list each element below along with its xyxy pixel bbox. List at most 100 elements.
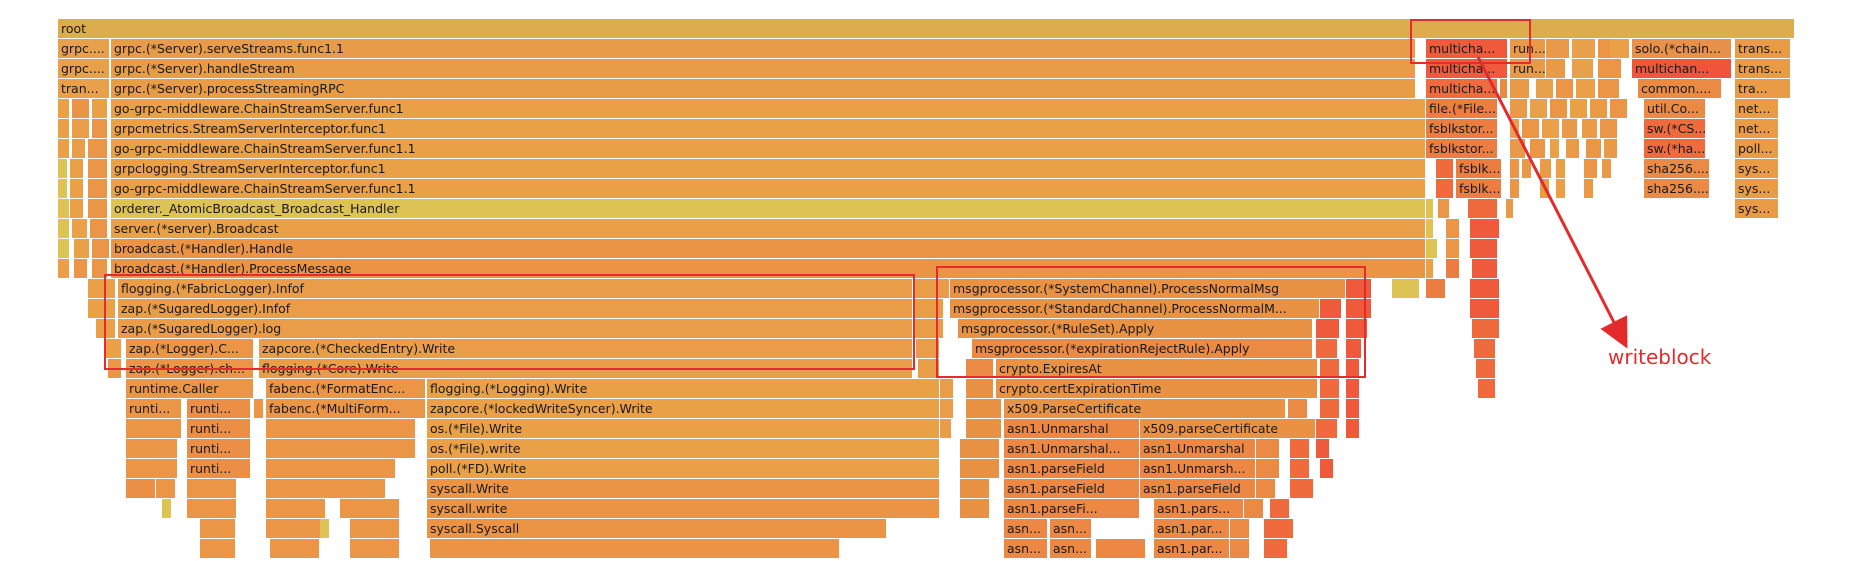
flame-frame-sliver[interactable] (92, 99, 108, 118)
flame-frame[interactable]: runti... (126, 399, 182, 418)
flame-frame-sliver[interactable] (1230, 519, 1250, 538)
flame-frame[interactable]: msgprocessor.(*RuleSet).Apply (958, 319, 1313, 338)
flame-frame-sliver[interactable] (92, 259, 108, 278)
flame-frame[interactable]: go-grpc-middleware.ChainStreamServer.fun… (111, 99, 1426, 118)
flame-frame[interactable]: grpc.... (58, 39, 110, 58)
flame-frame-sliver[interactable] (70, 159, 84, 178)
flame-frame[interactable]: sw.(*ha... (1644, 139, 1706, 158)
flame-frame[interactable]: runti... (187, 399, 251, 418)
flame-frame[interactable]: orderer._AtomicBroadcast_Broadcast_Handl… (111, 199, 1426, 218)
flame-frame[interactable]: asn1.parseField (1004, 479, 1140, 498)
flame-frame-sliver[interactable] (90, 219, 108, 238)
flame-frame[interactable]: grpc.(*Server).processStreamingRPC (111, 79, 1416, 98)
flame-frame-sliver[interactable] (1590, 99, 1608, 118)
flame-frame-sliver[interactable] (1256, 439, 1280, 458)
flame-frame[interactable]: syscall.Syscall (427, 519, 887, 538)
flame-frame[interactable]: file.(*File... (1426, 99, 1498, 118)
flame-frame-sliver[interactable] (58, 159, 68, 178)
flame-frame[interactable]: runtime.Caller (126, 379, 254, 398)
flame-frame-sliver[interactable] (940, 379, 954, 398)
flame-frame-sliver[interactable] (200, 519, 236, 538)
flame-frame[interactable]: runti... (187, 459, 251, 478)
flame-frame[interactable]: flogging.(*FabricLogger).Infof (118, 279, 913, 298)
flame-frame-sliver[interactable] (58, 239, 70, 258)
flame-frame[interactable]: sys... (1735, 179, 1779, 198)
flame-frame-sliver[interactable] (1572, 39, 1596, 58)
flame-frame-sliver[interactable] (1610, 39, 1630, 58)
flame-frame-sliver[interactable] (58, 259, 70, 278)
flame-frame-sliver[interactable] (1602, 159, 1612, 178)
flame-frame-sliver[interactable] (1540, 159, 1552, 178)
flame-frame-sliver[interactable] (162, 499, 172, 518)
flame-frame[interactable]: asn... (1004, 519, 1048, 538)
flame-frame-sliver[interactable] (266, 519, 322, 538)
flame-frame[interactable]: asn... (1050, 519, 1092, 538)
flame-frame-sliver[interactable] (104, 339, 122, 358)
flame-frame[interactable]: asn1.Unmarsh... (1140, 459, 1256, 478)
flame-frame[interactable]: runti... (187, 439, 251, 458)
flame-frame-sliver[interactable] (1542, 119, 1560, 138)
flame-frame-sliver[interactable] (960, 499, 990, 518)
flame-frame-sliver[interactable] (1426, 219, 1434, 238)
flame-frame-sliver[interactable] (58, 199, 70, 218)
flame-frame-sliver[interactable] (1290, 439, 1310, 458)
flame-frame-sliver[interactable] (1562, 119, 1578, 138)
flame-frame-sliver[interactable] (72, 119, 90, 138)
flame-frame-sliver[interactable] (1470, 239, 1498, 258)
flame-frame-sliver[interactable] (1522, 119, 1540, 138)
flame-frame-sliver[interactable] (914, 279, 950, 298)
flame-frame[interactable]: fsblk... (1456, 179, 1502, 198)
flame-frame[interactable]: zap.(*SugaredLogger).Infof (118, 299, 913, 318)
flame-frame-sliver[interactable] (88, 159, 108, 178)
flame-frame-sliver[interactable] (1346, 319, 1368, 338)
flame-frame-sliver[interactable] (1438, 199, 1450, 218)
flame-frame-sliver[interactable] (1270, 499, 1290, 518)
flame-frame-sliver[interactable] (266, 479, 386, 498)
flame-frame[interactable]: net... (1735, 119, 1779, 138)
flame-frame-sliver[interactable] (72, 99, 90, 118)
flame-frame[interactable]: sha256.... (1644, 159, 1710, 178)
flame-frame[interactable]: multicha... (1426, 79, 1498, 98)
flame-frame[interactable]: go-grpc-middleware.ChainStreamServer.fun… (111, 179, 1426, 198)
flame-frame-sliver[interactable] (1476, 359, 1496, 378)
flame-frame-sliver[interactable] (1598, 79, 1620, 98)
flame-frame[interactable]: flogging.(*Logging).Write (427, 379, 940, 398)
flame-frame-sliver[interactable] (74, 239, 90, 258)
flame-frame-sliver[interactable] (72, 139, 86, 158)
flame-frame-sliver[interactable] (1600, 119, 1618, 138)
flame-frame[interactable]: tran... (58, 79, 110, 98)
flame-frame-sliver[interactable] (1510, 119, 1520, 138)
flame-frame-sliver[interactable] (126, 419, 182, 438)
flame-frame-sliver[interactable] (1610, 99, 1628, 118)
flame-frame-sliver[interactable] (1472, 259, 1498, 278)
flame-frame-sliver[interactable] (350, 539, 400, 558)
flame-frame[interactable]: sw.(*CS... (1644, 119, 1706, 138)
flame-frame-sliver[interactable] (1566, 139, 1580, 158)
flame-frame[interactable]: common.... (1638, 79, 1722, 98)
flame-frame-sliver[interactable] (1522, 159, 1532, 178)
flame-frame-sliver[interactable] (1470, 279, 1500, 298)
flame-frame-sliver[interactable] (254, 399, 264, 418)
flame-frame[interactable]: asn... (1050, 539, 1092, 558)
flame-frame-sliver[interactable] (1604, 139, 1618, 158)
flame-frame-sliver[interactable] (1096, 539, 1146, 558)
flame-frame[interactable]: broadcast.(*Handler).Handle (111, 239, 1426, 258)
flame-frame-sliver[interactable] (187, 479, 237, 498)
flame-frame-sliver[interactable] (320, 519, 330, 538)
flame-frame[interactable]: asn1.parseField (1004, 459, 1140, 478)
flame-frame-sliver[interactable] (1346, 399, 1360, 418)
flame-frame[interactable]: trans... (1735, 39, 1791, 58)
flame-frame-sliver[interactable] (1510, 179, 1520, 198)
flame-frame-sliver[interactable] (1598, 59, 1622, 78)
flame-frame[interactable]: sys... (1735, 159, 1779, 178)
flame-frame-sliver[interactable] (88, 139, 108, 158)
flame-frame-sliver[interactable] (1316, 339, 1338, 358)
flame-frame[interactable]: x509.ParseCertificate (1004, 399, 1286, 418)
flame-frame[interactable]: tra... (1735, 79, 1791, 98)
flame-frame[interactable]: x509.parseCertificate (1140, 419, 1316, 438)
flame-frame-sliver[interactable] (1570, 99, 1588, 118)
flame-frame-sliver[interactable] (126, 439, 178, 458)
flame-frame[interactable]: msgprocessor.(*SystemChannel).ProcessNor… (950, 279, 1346, 298)
flame-frame-sliver[interactable] (266, 419, 416, 438)
flame-frame-sliver[interactable] (1290, 459, 1310, 478)
